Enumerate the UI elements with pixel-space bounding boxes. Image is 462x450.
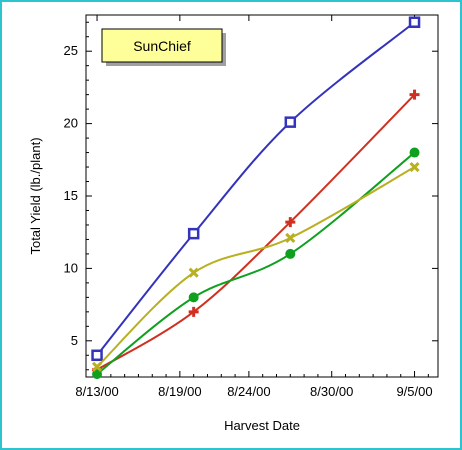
series-group <box>91 16 421 380</box>
y-tick-label: 5 <box>71 333 78 348</box>
y-tick-label: 25 <box>64 43 78 58</box>
data-point-x <box>409 161 420 173</box>
x-axis-title: Harvest Date <box>224 418 300 433</box>
x-tick-label: 9/5/00 <box>396 384 432 399</box>
legend-box: SunChief <box>101 28 226 66</box>
legend-box-background <box>101 28 223 63</box>
x-tick-label: 8/30/00 <box>310 384 353 399</box>
data-point-plus <box>188 306 199 317</box>
x-tick-label: 8/24/00 <box>227 384 270 399</box>
y-tick-label: 10 <box>64 260 78 275</box>
series-line <box>96 21 416 356</box>
data-point-square <box>91 349 103 362</box>
data-point-x <box>188 267 199 278</box>
data-point-circle <box>92 369 103 380</box>
x-tick-label: 8/19/00 <box>158 384 201 399</box>
data-point-square <box>187 227 200 240</box>
data-point-x <box>285 232 296 244</box>
data-point-square <box>408 16 421 28</box>
ticks: 5 10 15 20 25 8/13/00 8/19/00 8/24/00 8/30/00 9/5… <box>64 15 438 399</box>
data-point-circle <box>409 147 420 158</box>
y-tick-label: 20 <box>64 116 78 131</box>
data-point-circle <box>188 292 199 303</box>
series-line <box>96 166 416 368</box>
y-tick-label: 15 <box>64 188 78 203</box>
x-tick-label: 8/13/00 <box>75 384 118 399</box>
series-line <box>96 93 416 371</box>
legend-label: SunChief <box>133 38 191 54</box>
data-point-plus <box>285 217 296 228</box>
y-axis-title: Total Yield (lb./plant) <box>28 137 43 254</box>
series-line <box>96 151 416 375</box>
data-point-circle <box>285 248 296 259</box>
data-point-plus <box>409 89 420 100</box>
data-point-square <box>284 116 297 128</box>
data-point-x <box>91 361 103 372</box>
